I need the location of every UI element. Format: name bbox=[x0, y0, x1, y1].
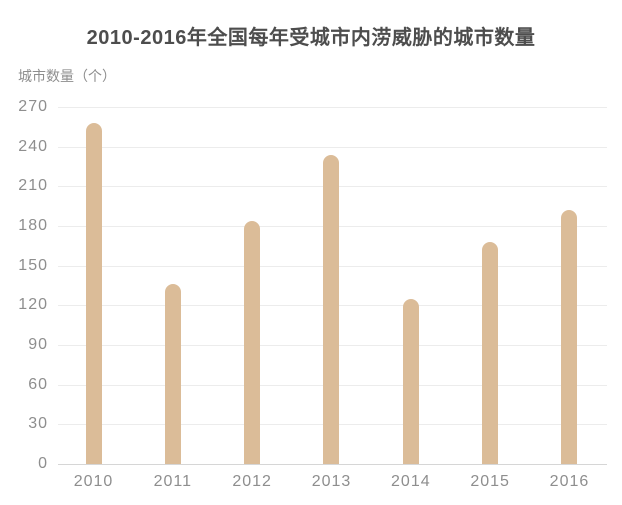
y-tick-label-150: 150 bbox=[18, 256, 48, 274]
y-tick-label-30: 30 bbox=[28, 415, 48, 433]
chart-title: 2010-2016年全国每年受城市内涝威胁的城市数量 bbox=[86, 27, 536, 49]
y-tick-label-270: 270 bbox=[18, 98, 48, 115]
x-tick-label-2014: 2014 bbox=[391, 473, 431, 490]
y-tick-label-0: 0 bbox=[38, 455, 48, 472]
y-axis-title: 城市数量（个） bbox=[18, 68, 116, 84]
bar-2011 bbox=[164, 284, 181, 464]
bar-2013 bbox=[323, 154, 340, 464]
y-tick-label-120: 120 bbox=[18, 296, 48, 314]
bar-2015 bbox=[482, 241, 499, 464]
bar-2012 bbox=[244, 220, 261, 464]
x-tick-label-2016: 2016 bbox=[549, 473, 590, 490]
y-tick-label-210: 210 bbox=[18, 177, 48, 195]
y-tick-label-240: 240 bbox=[18, 137, 48, 155]
x-axis-line bbox=[58, 464, 607, 465]
gridline-270 bbox=[58, 107, 607, 108]
x-tick-label-2013: 2013 bbox=[311, 473, 352, 490]
x-tick-label-2012: 2012 bbox=[232, 473, 272, 490]
y-tick-label-180: 180 bbox=[18, 217, 48, 234]
x-tick-label-2010: 2010 bbox=[73, 473, 114, 490]
y-tick-label-60: 60 bbox=[28, 375, 48, 393]
bar-2016 bbox=[561, 210, 578, 464]
gridline-240 bbox=[58, 146, 607, 148]
bar-2014 bbox=[402, 298, 419, 464]
y-tick-label-90: 90 bbox=[28, 336, 48, 353]
x-tick-label-2015: 2015 bbox=[470, 473, 510, 490]
bar-2010 bbox=[85, 122, 102, 464]
x-tick-label-2011: 2011 bbox=[153, 473, 193, 490]
